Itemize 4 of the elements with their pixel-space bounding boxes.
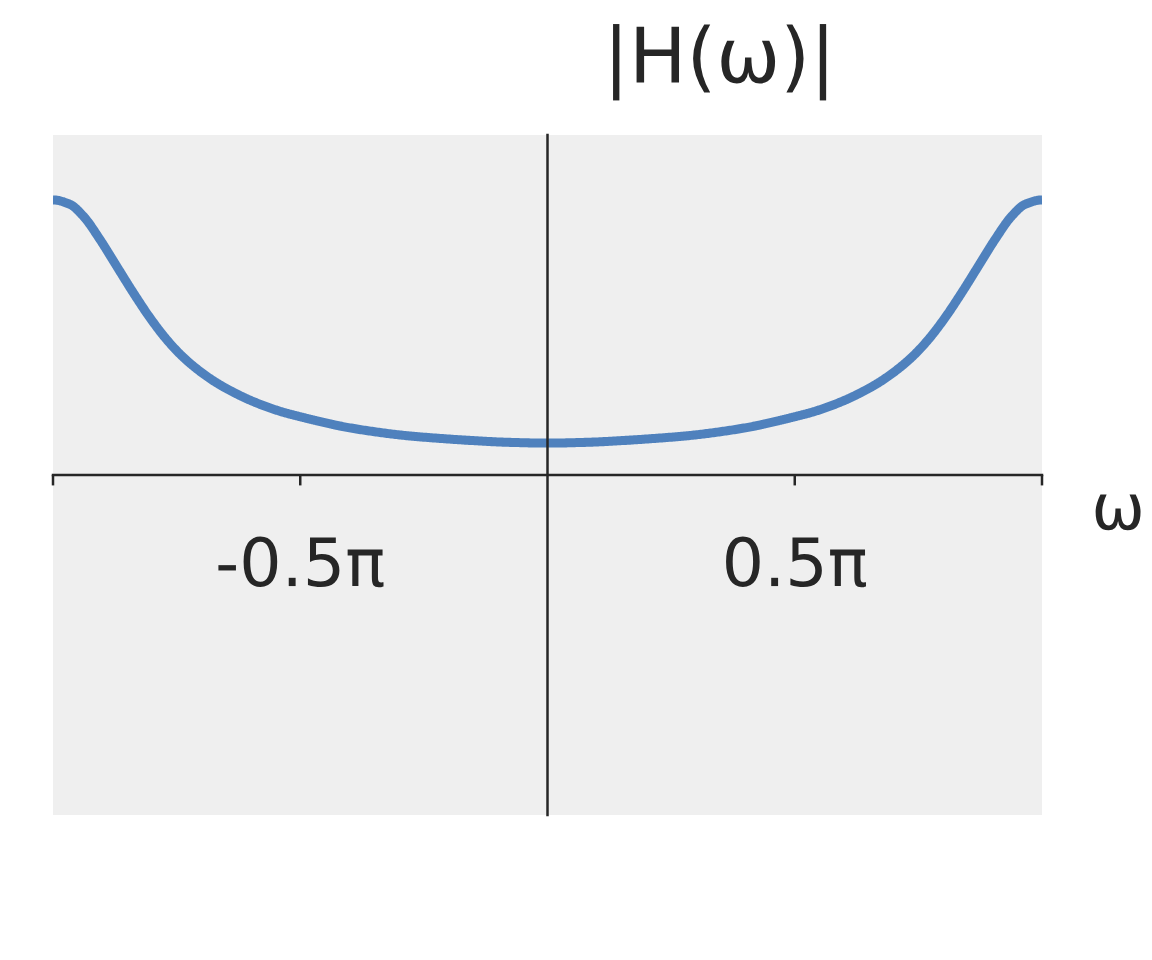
x-axis-title: ω (1095, 494, 1141, 531)
y-axis-title: |H(ω)| (613, 24, 827, 101)
x-tick-label: 0.5π (726, 536, 866, 588)
x-tick-label: -0.5π (218, 536, 384, 588)
